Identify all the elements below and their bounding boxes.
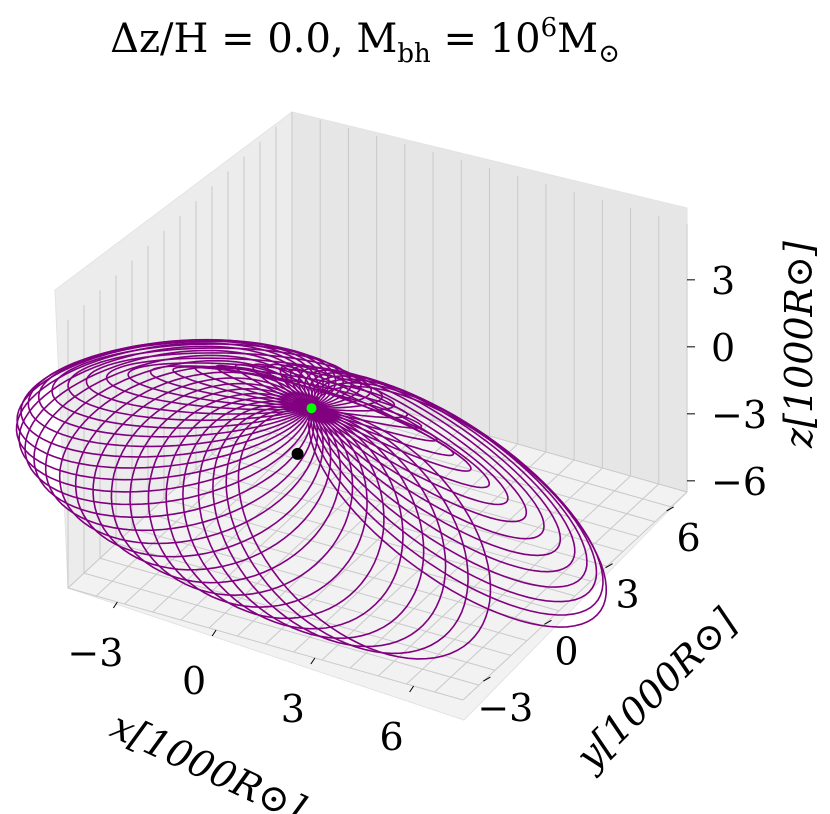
y-tick-label: 6 [677, 516, 701, 560]
orbit-loop [15, 342, 316, 481]
orbit-loop [197, 403, 425, 640]
orbit-loop [24, 349, 313, 506]
floor-grid-y [195, 468, 592, 582]
chart-title: Δz/H = 0.0, Mbh = 106M⊙ [110, 13, 620, 69]
orbit-loop [182, 400, 404, 630]
y-tick-label: −3 [477, 686, 533, 730]
z-axis-label: z[1000R⊙] [777, 241, 821, 449]
orbit-loop [74, 371, 324, 558]
floor-grid-x [462, 491, 688, 701]
black-hole-marker [291, 447, 304, 460]
orbit-loop [212, 405, 447, 648]
orbit-loop [16, 339, 320, 469]
orbit-loop [147, 392, 368, 608]
orbit-loop [58, 365, 319, 545]
x-tick-label: 0 [182, 659, 206, 703]
orbit-loop [110, 382, 342, 584]
orbit-loop [37, 340, 337, 438]
y-tick-mark [544, 619, 552, 625]
orbit-loop [44, 359, 315, 532]
x-tick-mark [112, 601, 118, 609]
y-tick-mark [666, 506, 674, 512]
floor-grid-y [291, 379, 688, 493]
y-axis-label: y[1000R⊙] [566, 600, 746, 780]
grid-lines [67, 112, 688, 701]
x-tick-mark [211, 629, 217, 637]
orbit-curves [15, 338, 607, 660]
floor-grid-x [293, 443, 519, 653]
y-tick-mark [483, 676, 491, 682]
y-tick-label: 0 [554, 629, 578, 673]
x-tick-mark [409, 685, 415, 693]
floor-grid-x [406, 475, 631, 685]
y-tick-label: 3 [615, 573, 639, 617]
x-tick-label: −3 [67, 631, 123, 675]
orbit-loop [237, 407, 492, 660]
x-tick-label: 3 [281, 687, 305, 731]
z-tick-label: −3 [711, 393, 767, 437]
x-tick-mark [310, 657, 316, 665]
floor-grid-y [211, 453, 608, 567]
orbit-loop [215, 364, 438, 442]
orbit-loop [92, 377, 332, 571]
z-tick-label: 0 [711, 326, 735, 370]
y-tick-mark [605, 563, 613, 569]
orbit-loop [129, 387, 354, 597]
orbit-loop [67, 347, 353, 422]
z-tick-label: 3 [711, 259, 735, 303]
orbit-loop [165, 396, 385, 620]
orbit-loop [149, 365, 396, 412]
floor-grid-x [321, 451, 547, 661]
z-tick-label: −6 [711, 460, 767, 504]
orbit-loop [172, 366, 409, 419]
floor-grid-x [378, 467, 603, 677]
pericenter-marker [306, 403, 317, 414]
orbit-loop [18, 345, 314, 493]
orbit-loop [33, 354, 313, 518]
x-tick-label: 6 [380, 715, 404, 759]
floor-grid-x [434, 483, 660, 693]
